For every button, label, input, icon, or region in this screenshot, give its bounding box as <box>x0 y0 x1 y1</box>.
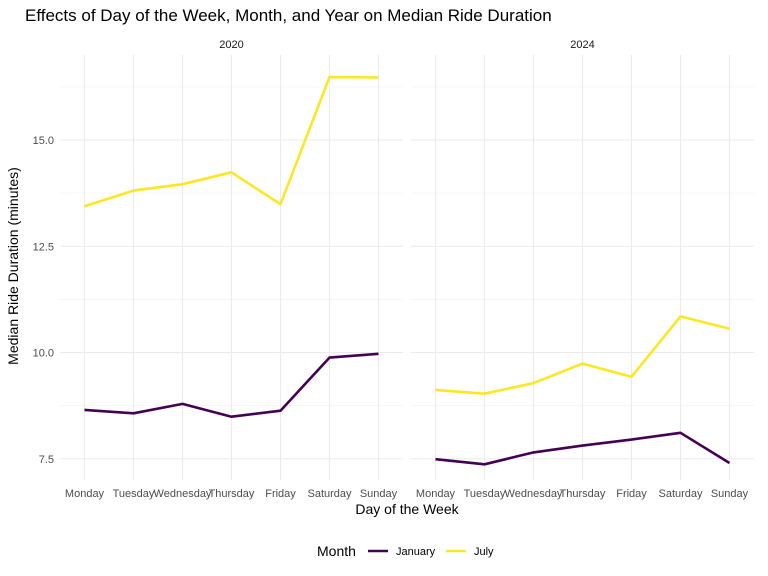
x-tick-label: Wednesday <box>505 488 563 500</box>
x-tick-label: Sunday <box>711 488 749 500</box>
legend: Month January July <box>317 543 494 559</box>
x-tick-label: Tuesday <box>464 488 506 500</box>
x-tick-label: Friday <box>616 488 647 500</box>
x-tick-label: Saturday <box>307 488 352 500</box>
y-tick-label: 12.5 <box>33 241 54 253</box>
x-tick-label: Wednesday <box>154 488 212 500</box>
chart-title: Effects of Day of the Week, Month, and Y… <box>25 6 552 25</box>
y-tick-label: 15.0 <box>33 135 54 147</box>
y-tick-label: 7.5 <box>39 454 54 466</box>
legend-items: January July <box>368 546 494 558</box>
facet-strip-label: 2020 <box>219 39 243 51</box>
x-tick-label: Thursday <box>209 488 255 500</box>
x-tick-label: Monday <box>416 488 456 500</box>
x-tick-label: Tuesday <box>113 488 155 500</box>
legend-item-january: January <box>368 546 436 558</box>
facet-panel-2020: 2020 7.5 10.0 12.5 15.0 Monday Tuesday Wednesda… <box>33 39 403 500</box>
x-tick-label: Monday <box>65 488 105 500</box>
facet-strip-label: 2024 <box>570 39 594 51</box>
series-line-january <box>435 431 731 466</box>
y-axis-title: Median Ride Duration (minutes) <box>5 167 21 365</box>
x-tick-label: Saturday <box>658 488 703 500</box>
series-line-january <box>84 352 379 419</box>
y-tick-label: 10.0 <box>33 348 54 360</box>
legend-item-july: July <box>446 546 494 558</box>
legend-label-july: July <box>474 546 494 558</box>
x-axis-title: Day of the Week <box>355 501 459 517</box>
legend-title: Month <box>317 543 356 559</box>
x-tick-label: Sunday <box>360 488 398 500</box>
legend-label-january: January <box>396 546 436 558</box>
series-line-july <box>84 75 379 208</box>
x-tick-label: Friday <box>265 488 296 500</box>
x-tick-label: Thursday <box>560 488 606 500</box>
series-line-july <box>435 315 730 396</box>
